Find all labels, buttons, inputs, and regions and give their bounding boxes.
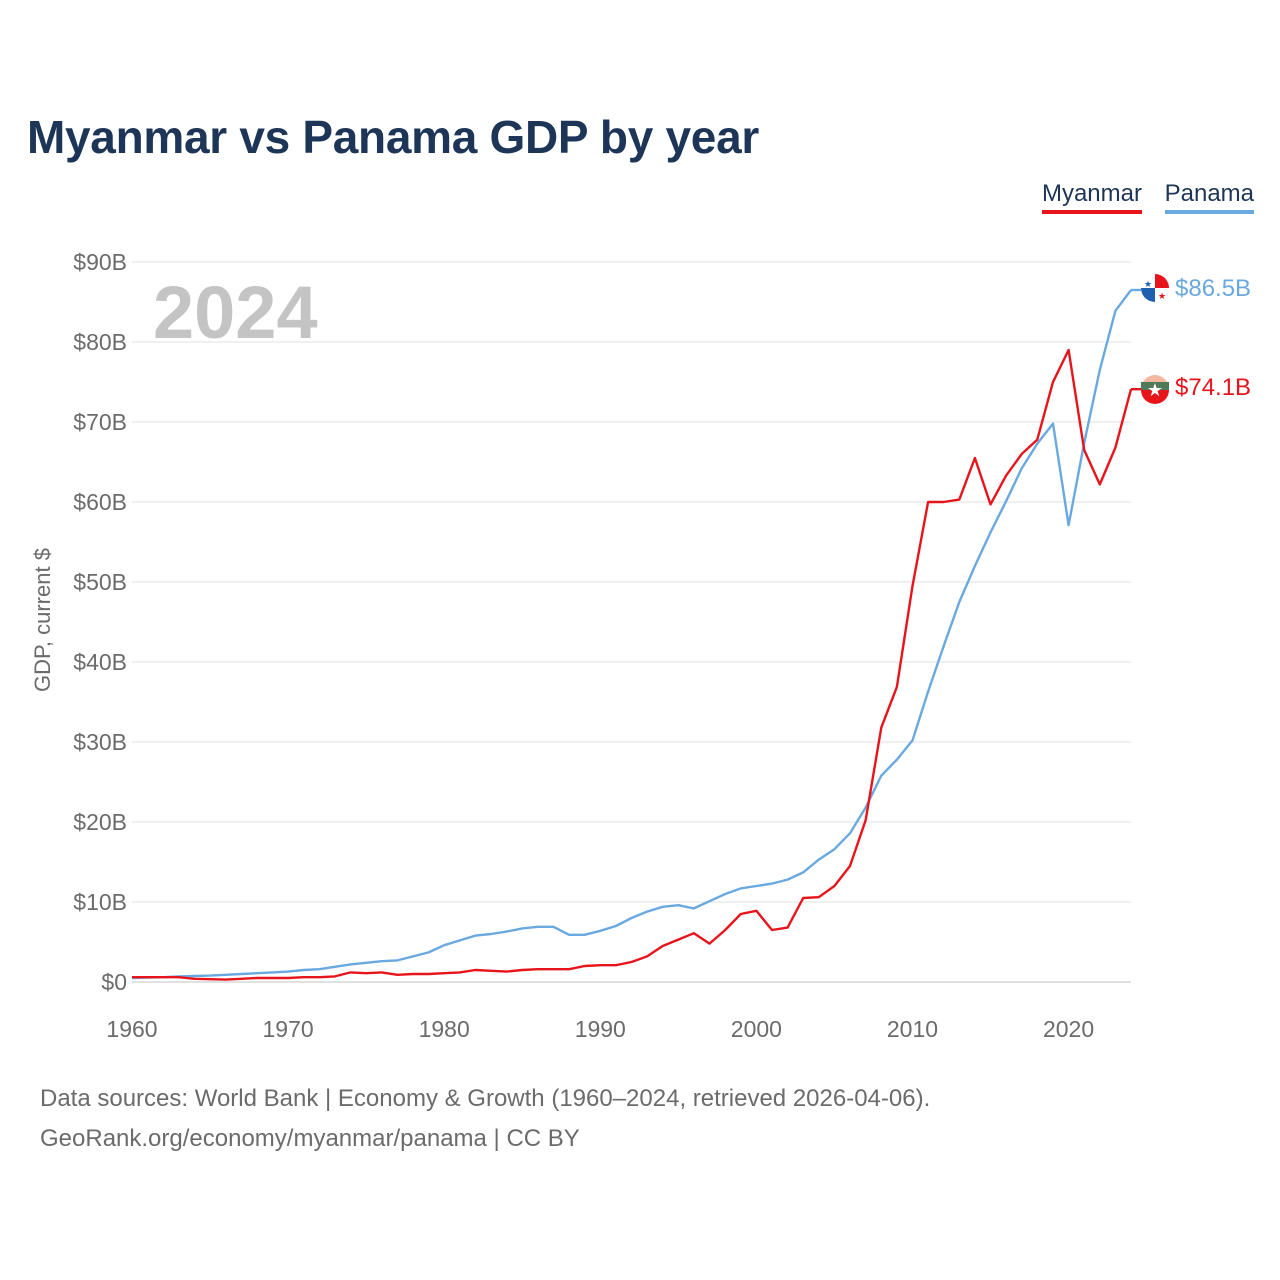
x-tick-label: 1960 [106,1016,157,1042]
series-lines [131,288,1141,981]
x-tick-label: 2020 [1043,1016,1094,1042]
legend-item-panama[interactable]: Panama [1164,180,1254,214]
y-tick-label: $50B [73,569,127,595]
y-tick-label: $0 [101,969,127,995]
y-tick-label: $80B [73,329,127,355]
x-tick-label: 1970 [263,1016,314,1042]
myanmar-flag-icon: ★ [1141,375,1169,404]
series-line-myanmar[interactable] [132,348,1133,981]
legend-item-myanmar[interactable]: Myanmar [1041,180,1142,214]
y-tick-label: $40B [73,649,127,675]
y-tick-label: $60B [73,489,127,515]
y-axis-ticks: $0 $10B $20B $30B $40B $50B $60B $70B $80B $90B [73,249,127,995]
year-watermark: 2024 [153,271,318,354]
chart-title: Myanmar vs Panama GDP by year [27,111,759,163]
source-text: Data sources: World Bank | Economy & Gro… [40,1085,931,1112]
panama-flag-icon: ★ ★ [1141,274,1169,302]
x-axis-ticks: 1960 1970 1980 1990 2000 2010 2020 [106,1016,1094,1042]
y-tick-label: $30B [73,729,127,755]
source-link[interactable]: GeoRank.org/economy/myanmar/panama | CC … [40,1125,580,1152]
x-tick-label: 2010 [887,1016,938,1042]
svg-text:★: ★ [1144,280,1152,290]
x-tick-label: 2000 [731,1016,782,1042]
panama-end-value: $86.5B [1175,275,1251,302]
myanmar-end-value: $74.1B [1175,374,1251,401]
x-tick-label: 1990 [575,1016,626,1042]
y-tick-label: $10B [73,889,127,915]
y-axis-label: GDP, current $ [30,548,55,692]
gridlines [132,261,1131,983]
y-tick-label: $90B [73,249,127,275]
svg-text:★: ★ [1147,380,1163,401]
svg-text:★: ★ [1158,292,1166,302]
y-tick-label: $20B [73,809,127,835]
y-tick-label: $70B [73,409,127,435]
series-line-panama[interactable] [131,289,1132,980]
x-tick-label: 1980 [419,1016,470,1042]
